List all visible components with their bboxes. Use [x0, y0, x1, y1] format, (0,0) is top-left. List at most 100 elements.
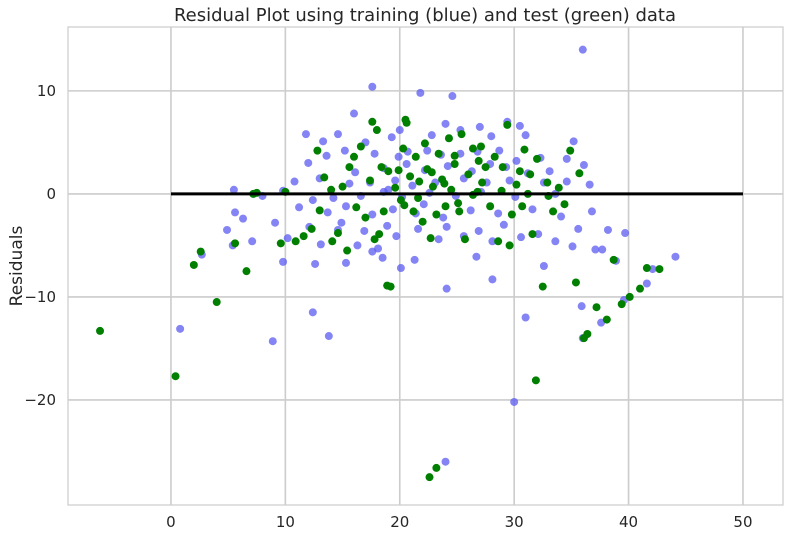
- test-point: [474, 156, 483, 165]
- test-point: [426, 234, 435, 243]
- test-point: [231, 239, 240, 248]
- test-point: [327, 185, 336, 194]
- test-point: [291, 237, 300, 246]
- training-point: [268, 337, 277, 346]
- test-point: [554, 183, 563, 192]
- test-point: [343, 246, 352, 255]
- training-point: [290, 177, 299, 186]
- test-point: [320, 173, 329, 182]
- test-point: [212, 298, 221, 307]
- test-point: [518, 202, 527, 211]
- training-point: [488, 237, 497, 246]
- test-point: [394, 166, 403, 175]
- test-point: [386, 282, 395, 291]
- y-tick-label: 10: [37, 82, 56, 100]
- y-tick-label: −20: [24, 391, 56, 409]
- test-point: [520, 145, 529, 154]
- training-point: [671, 252, 680, 261]
- training-point: [392, 232, 401, 241]
- test-point: [372, 126, 381, 135]
- training-point: [223, 225, 232, 234]
- training-point: [442, 222, 451, 231]
- test-point: [432, 463, 441, 472]
- training-point: [384, 185, 393, 194]
- test-point: [420, 139, 429, 148]
- training-point: [394, 152, 403, 161]
- training-point: [585, 180, 594, 189]
- test-point: [494, 237, 503, 246]
- training-point: [545, 167, 554, 176]
- test-point: [531, 376, 540, 385]
- test-point: [368, 117, 377, 126]
- test-point: [299, 232, 308, 241]
- test-point: [401, 115, 410, 124]
- test-point: [533, 154, 542, 163]
- x-tick-label: 0: [166, 513, 176, 531]
- training-point: [378, 253, 387, 262]
- test-point: [543, 178, 552, 187]
- training-point: [345, 179, 354, 188]
- test-point: [366, 176, 375, 185]
- test-point: [655, 265, 664, 274]
- test-point: [409, 207, 418, 216]
- training-point: [603, 225, 612, 234]
- training-point: [301, 130, 310, 139]
- training-point: [448, 92, 457, 101]
- test-series: [96, 115, 664, 482]
- test-point: [406, 172, 415, 181]
- training-point: [562, 177, 571, 186]
- training-point: [416, 88, 425, 97]
- training-point: [521, 131, 530, 140]
- test-point: [592, 303, 601, 312]
- x-tick-label: 50: [733, 513, 752, 531]
- test-point: [352, 203, 361, 212]
- y-tick-label: 0: [46, 185, 56, 203]
- test-point: [486, 202, 495, 211]
- training-point: [279, 257, 288, 266]
- training-point: [351, 168, 360, 177]
- test-point: [617, 300, 626, 309]
- training-point: [510, 397, 519, 406]
- training-point: [642, 279, 651, 288]
- test-point: [338, 182, 347, 191]
- test-point: [636, 284, 644, 293]
- x-tick-label: 30: [505, 513, 524, 531]
- training-point: [231, 208, 240, 217]
- test-point: [427, 168, 436, 177]
- training-point: [370, 149, 379, 158]
- test-point: [575, 169, 584, 178]
- test-point: [196, 247, 205, 256]
- training-point: [368, 82, 377, 91]
- test-point: [444, 134, 453, 143]
- training-point: [488, 275, 497, 284]
- training-point: [517, 233, 526, 242]
- test-point: [313, 146, 322, 155]
- training-point: [578, 45, 587, 54]
- test-point: [478, 178, 487, 187]
- training-point: [495, 146, 504, 155]
- training-point: [528, 205, 537, 214]
- test-point: [602, 315, 611, 324]
- chart-title: Residual Plot using training (blue) and …: [174, 5, 676, 26]
- test-point: [642, 264, 651, 273]
- training-point: [577, 302, 586, 311]
- training-point: [271, 218, 280, 227]
- test-point: [566, 146, 575, 155]
- training-point: [551, 237, 560, 246]
- training-point: [408, 181, 417, 190]
- test-point: [560, 200, 569, 209]
- training-point: [176, 324, 185, 333]
- training-point: [324, 332, 333, 341]
- training-point: [387, 133, 396, 142]
- y-axis-label: Residuals: [7, 226, 27, 307]
- training-point: [487, 132, 496, 141]
- test-point: [549, 207, 558, 216]
- training-point: [505, 176, 514, 185]
- test-point: [414, 194, 423, 203]
- test-point: [189, 260, 198, 269]
- training-point: [499, 220, 508, 229]
- test-point: [528, 230, 537, 239]
- test-point: [498, 163, 507, 172]
- test-point: [345, 163, 354, 172]
- training-point: [472, 252, 481, 261]
